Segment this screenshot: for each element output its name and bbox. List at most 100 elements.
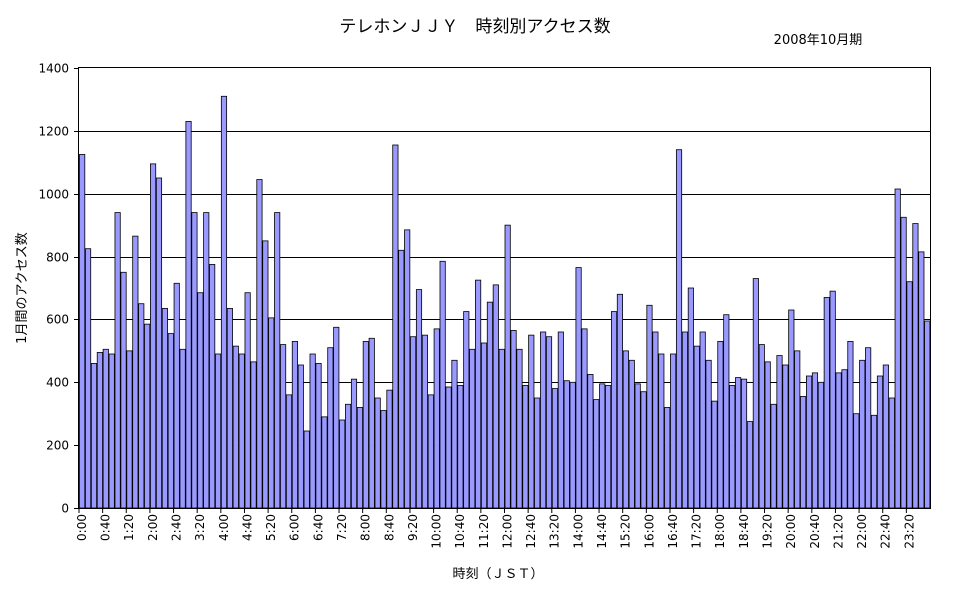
bar [534,397,541,509]
y-tick-label: 1000 [38,188,69,202]
bar [268,317,275,509]
bar [96,352,103,509]
bar [309,353,316,509]
y-tick-label: 200 [46,439,69,453]
bar [120,271,127,509]
x-axis-ticks: 0:00 0:40 1:20 2:00 2:40 3:20 4:00 4:40 5:20 6:00… [75,508,916,549]
x-tick-label: 9:20 [406,514,420,541]
bar [415,289,423,509]
bar [770,403,777,509]
x-tick-label: 22:40 [879,514,893,549]
bar [575,267,582,509]
bar [640,391,647,509]
bar [138,303,145,509]
bar [829,290,836,509]
bar [687,287,694,509]
bar [605,385,612,509]
bars [79,95,931,509]
bar [652,331,659,509]
bar [498,348,505,509]
bar [85,248,92,509]
x-tick-label: 8:40 [382,514,396,541]
bar [427,394,434,509]
chart-subtitle: 2008年10月期 [774,33,863,48]
bar [439,260,446,509]
bar [126,350,133,509]
x-tick-label: 15:20 [619,514,633,549]
bar [144,323,151,509]
bar [250,361,257,509]
bar [540,331,547,509]
bar [404,229,411,509]
bar [882,364,889,509]
bar [486,301,493,509]
bar [421,334,428,509]
bar [197,292,204,509]
bar [185,121,192,509]
bar [806,375,813,509]
bar [847,341,854,509]
x-tick-label: 10:00 [430,514,444,549]
bar [161,308,168,509]
bar [220,95,228,509]
bar [504,224,511,509]
bar [303,430,310,509]
bar [297,364,304,509]
bar [90,363,98,509]
x-tick-label: 16:40 [666,514,680,549]
bar [410,336,417,509]
bar [321,416,328,509]
x-tick-label: 0:40 [99,514,113,541]
bar [782,364,789,509]
y-tick-label: 400 [46,376,69,390]
y-tick-label: 600 [46,313,69,327]
y-tick-label: 0 [61,502,69,516]
bar [102,348,109,509]
x-tick-label: 12:40 [524,514,538,549]
bar [675,149,683,509]
bar [853,413,860,509]
bar [788,309,795,509]
bar [894,188,901,509]
bar [729,385,736,509]
x-tick-label: 11:20 [477,514,491,549]
x-tick-label: 5:20 [264,514,278,541]
y-axis-ticks: 0 200 400 600 800 1000 1200 1400 [38,62,79,516]
bar [776,355,783,509]
bar [599,383,606,509]
bar [912,223,919,509]
bar [226,308,233,509]
x-tick-label: 3:20 [193,514,207,541]
x-tick-label: 7:20 [335,514,349,541]
bar [865,347,872,509]
bar [492,284,499,509]
bar [634,383,641,509]
bar [800,396,807,509]
bar [480,342,488,509]
bar [256,179,263,509]
bar [374,397,381,509]
bar [924,320,931,509]
x-tick-label: 17:20 [690,514,704,549]
bar [758,344,765,509]
bar [315,363,322,509]
bar [658,353,665,509]
x-tick-label: 18:00 [713,514,727,549]
bar [209,264,216,509]
bar [581,328,588,509]
x-tick-label: 2:40 [170,514,184,541]
bar [215,353,222,509]
x-tick-label: 14:00 [571,514,585,549]
bar [746,421,754,509]
bar [333,326,340,509]
bar [327,347,334,509]
x-tick-label: 23:20 [902,514,916,549]
bar [811,372,819,509]
x-tick-label: 14:40 [595,514,609,549]
bar [888,397,895,509]
bar [368,337,375,509]
bar [545,336,553,509]
bar [350,378,358,509]
bar [717,341,724,509]
